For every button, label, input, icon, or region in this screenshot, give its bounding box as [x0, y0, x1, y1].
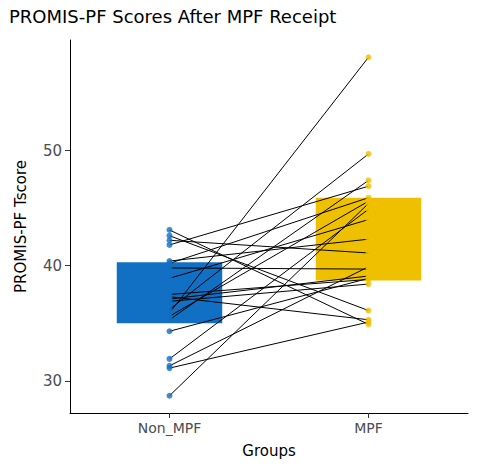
- svg-text:Groups: Groups: [242, 442, 296, 460]
- svg-text:30: 30: [43, 372, 62, 390]
- svg-text:PROMIS-PF Tscore: PROMIS-PF Tscore: [12, 160, 30, 293]
- svg-text:40: 40: [43, 257, 62, 275]
- svg-text:PROMIS-PF Scores After MPF Rec: PROMIS-PF Scores After MPF Receipt: [9, 6, 336, 27]
- svg-text:MPF: MPF: [354, 420, 383, 436]
- svg-text:50: 50: [43, 142, 62, 160]
- svg-text:Non_MPF: Non_MPF: [138, 420, 202, 436]
